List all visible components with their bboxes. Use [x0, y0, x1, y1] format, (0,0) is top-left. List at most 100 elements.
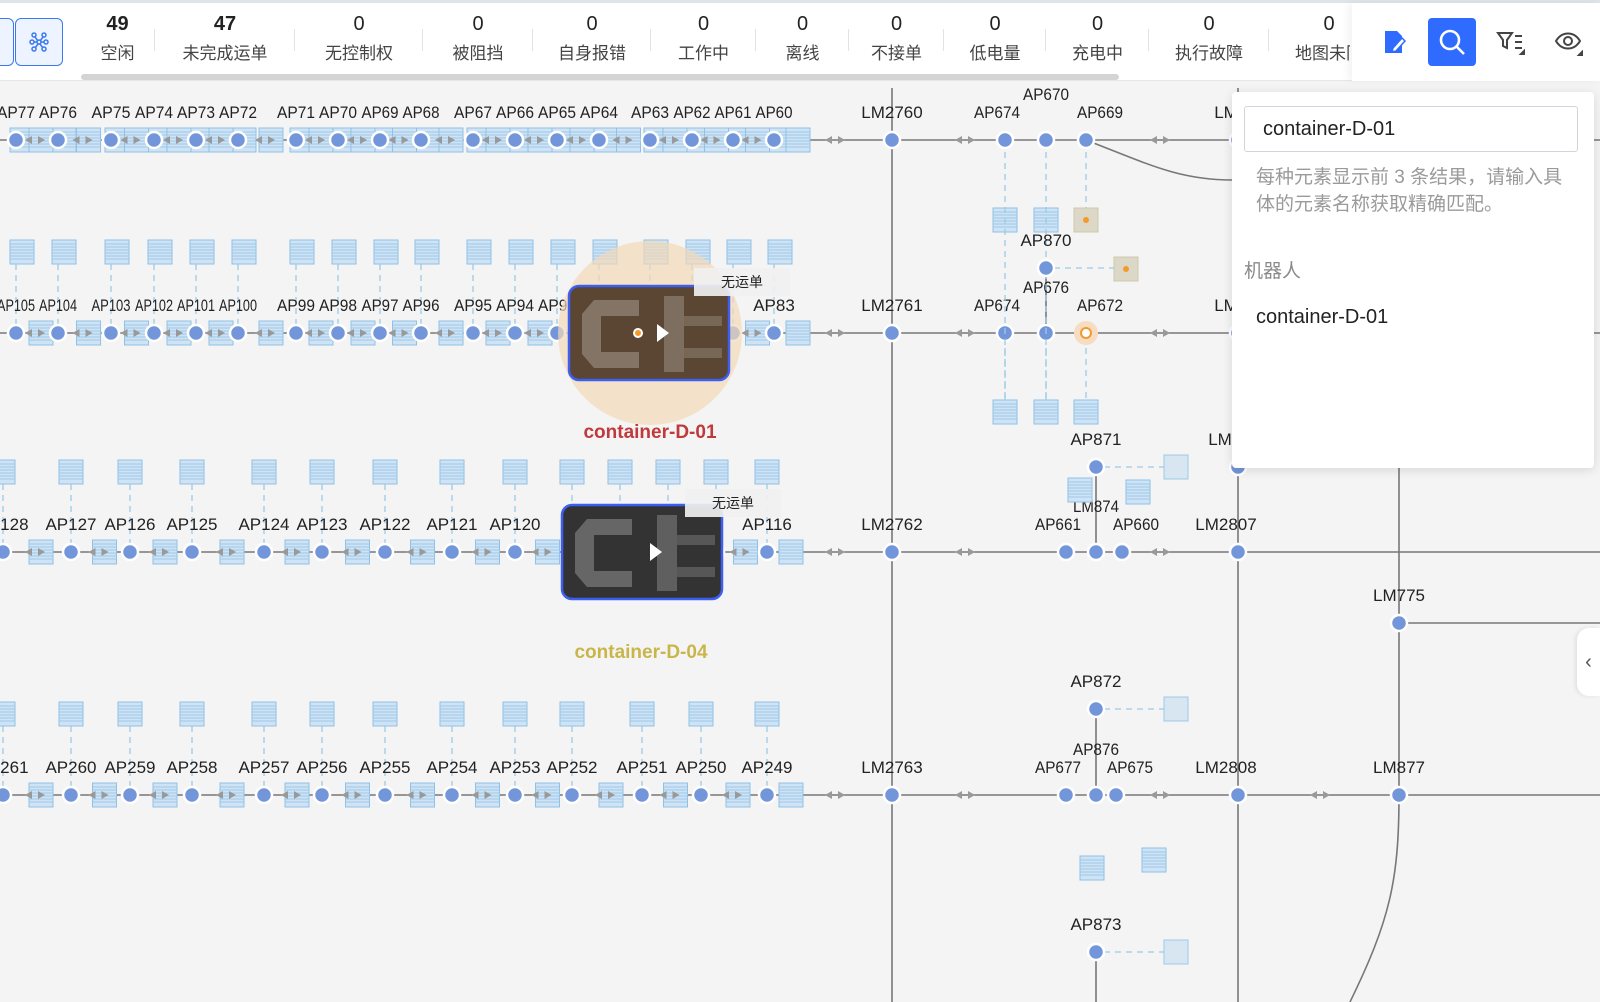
ap-node[interactable] — [328, 130, 348, 150]
lm-node[interactable] — [1389, 613, 1409, 633]
ap-node[interactable] — [411, 130, 431, 150]
ap-node[interactable] — [182, 785, 202, 805]
ap-node[interactable] — [463, 323, 483, 343]
ap-node[interactable] — [1112, 542, 1132, 562]
ap-node[interactable] — [101, 323, 121, 343]
ap-node[interactable] — [228, 130, 248, 150]
ap-node[interactable] — [375, 785, 395, 805]
ap-node[interactable] — [589, 130, 609, 150]
ap-node[interactable] — [370, 130, 390, 150]
map-canvas[interactable]: AP77 AP76 AP75 AP74 AP73 AP72 AP71 AP70 AP69 AP68… — [0, 88, 1600, 1002]
ap-node[interactable] — [6, 130, 26, 150]
ap-node[interactable] — [1056, 542, 1076, 562]
ap-node[interactable] — [48, 130, 68, 150]
ap-node[interactable] — [505, 130, 525, 150]
ap-node[interactable] — [254, 542, 274, 562]
stat-2[interactable]: 0 无控制权 — [295, 11, 423, 67]
ap-node[interactable] — [757, 785, 777, 805]
stat-4[interactable]: 0 自身报错 — [533, 11, 651, 67]
lm-node[interactable] — [882, 785, 902, 805]
layout-button[interactable]: ▦ — [0, 18, 14, 66]
ap-node[interactable] — [995, 130, 1015, 150]
ap-node[interactable] — [101, 130, 121, 150]
ap-node[interactable] — [1036, 258, 1056, 278]
ap-node[interactable] — [312, 785, 332, 805]
stat-8[interactable]: 0 低电量 — [944, 11, 1046, 67]
ap-node[interactable] — [682, 130, 702, 150]
ap-node[interactable] — [182, 542, 202, 562]
ap-node[interactable] — [764, 323, 784, 343]
ap-node[interactable] — [312, 542, 332, 562]
ap-node[interactable] — [547, 130, 567, 150]
ap-node[interactable] — [186, 130, 206, 150]
ap-node[interactable] — [1106, 785, 1126, 805]
stat-5[interactable]: 0 工作中 — [651, 11, 756, 67]
lm-node[interactable] — [882, 323, 902, 343]
ap-node[interactable] — [1086, 542, 1106, 562]
ap-node[interactable] — [1086, 785, 1106, 805]
ap-node[interactable] — [48, 323, 68, 343]
collapse-panel-button[interactable]: ‹ — [1577, 628, 1600, 696]
ap-node[interactable] — [463, 130, 483, 150]
ap-node[interactable] — [1086, 942, 1106, 962]
ap-node[interactable] — [1076, 130, 1096, 150]
ap-node[interactable] — [0, 542, 13, 562]
search-result-item[interactable]: container-D-01 — [1256, 306, 1389, 328]
ap-node[interactable] — [757, 542, 777, 562]
network-view-button[interactable] — [15, 18, 63, 66]
ap-node[interactable] — [120, 785, 140, 805]
ap-node[interactable] — [1086, 699, 1106, 719]
stat-6[interactable]: 0 离线 — [756, 11, 849, 67]
stat-1[interactable]: 47 未完成运单 — [155, 11, 295, 67]
ap-node[interactable] — [442, 785, 462, 805]
ap-node[interactable] — [723, 130, 743, 150]
ap-node[interactable] — [375, 542, 395, 562]
ap-node[interactable] — [186, 323, 206, 343]
lm-node[interactable] — [1389, 785, 1409, 805]
search-button[interactable] — [1428, 18, 1476, 66]
lm-node[interactable] — [882, 542, 902, 562]
ap-node[interactable] — [1056, 785, 1076, 805]
stat-0[interactable]: 49 空闲 — [80, 11, 155, 67]
ap-node[interactable] — [144, 130, 164, 150]
lm-node[interactable] — [882, 130, 902, 150]
stat-10[interactable]: 0 执行故障 — [1149, 11, 1269, 67]
ap-node[interactable] — [411, 323, 431, 343]
ap-node[interactable] — [370, 323, 390, 343]
ap-node[interactable] — [505, 542, 525, 562]
ap-node[interactable] — [286, 323, 306, 343]
ap-node[interactable] — [640, 130, 660, 150]
stat-9[interactable]: 0 充电中 — [1046, 11, 1149, 67]
ap-node[interactable] — [254, 785, 274, 805]
edit-button[interactable] — [1370, 18, 1418, 66]
ap-node[interactable] — [120, 542, 140, 562]
ap-node[interactable] — [764, 130, 784, 150]
ap-node[interactable] — [228, 323, 248, 343]
filter-button[interactable] — [1486, 18, 1534, 66]
ap-node[interactable] — [144, 323, 164, 343]
horizontal-scrollbar[interactable] — [81, 74, 1119, 80]
ap-node[interactable] — [505, 323, 525, 343]
ap-node[interactable] — [1036, 130, 1056, 150]
stat-7[interactable]: 0 不接单 — [849, 11, 944, 67]
ap-node[interactable] — [0, 785, 13, 805]
visibility-button[interactable] — [1544, 18, 1592, 66]
ap-node[interactable] — [632, 785, 652, 805]
ap-node[interactable] — [1086, 457, 1106, 477]
lm-node[interactable] — [1228, 785, 1248, 805]
stat-11[interactable]: 0 地图未同 — [1269, 11, 1350, 67]
search-input[interactable] — [1244, 106, 1578, 152]
robot-container-D-04[interactable] — [560, 489, 781, 601]
ap-node[interactable] — [328, 323, 348, 343]
ap-node[interactable] — [61, 785, 81, 805]
ap-node[interactable] — [691, 785, 711, 805]
robot-container-D-01[interactable] — [558, 241, 790, 425]
ap-node[interactable] — [6, 323, 26, 343]
stat-3[interactable]: 0 被阻挡 — [423, 11, 533, 67]
ap-node[interactable] — [61, 542, 81, 562]
lm-node[interactable] — [1228, 542, 1248, 562]
ap-node[interactable] — [286, 130, 306, 150]
ap-node[interactable] — [562, 785, 582, 805]
ap-node[interactable] — [442, 542, 462, 562]
ap-node[interactable] — [505, 785, 525, 805]
